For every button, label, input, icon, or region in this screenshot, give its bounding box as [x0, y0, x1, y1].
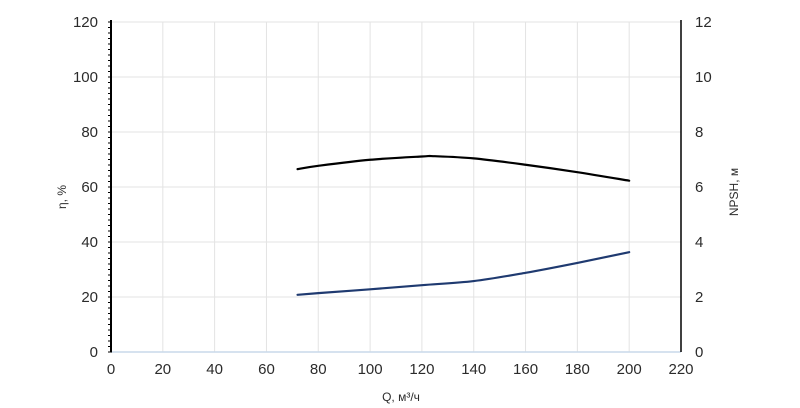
x-tick-label: 120	[409, 361, 434, 378]
x-tick-label: 80	[310, 361, 327, 378]
series-layer	[296, 154, 631, 296]
series-npsh-line	[296, 251, 631, 296]
x-tick-label: 200	[617, 361, 642, 378]
axes	[108, 20, 682, 353]
series-efficiency-line	[296, 154, 631, 182]
y2-tick-label: 0	[695, 344, 703, 361]
x-tick-label: 220	[668, 361, 693, 378]
y2-axis-title: NPSH, м	[727, 168, 741, 216]
x-tick-label: 60	[258, 361, 275, 378]
x-tick-label: 100	[358, 361, 383, 378]
y2-tick-label: 8	[695, 124, 703, 141]
y-tick-label: 100	[73, 69, 98, 86]
x-tick-label: 20	[154, 361, 171, 378]
y2-tick-label: 4	[695, 234, 703, 251]
y2-tick-label: 12	[695, 14, 712, 31]
tick-labels: 0 20 40 60 80 100 120 140 160 180 200 2200204060801…	[73, 14, 712, 378]
y-tick-label: 0	[90, 344, 98, 361]
y-axis-title: η, %	[55, 185, 69, 209]
y-tick-label: 60	[81, 179, 98, 196]
y-tick-label: 40	[81, 234, 98, 251]
x-tick-label: 0	[107, 361, 115, 378]
y-tick-label: 120	[73, 14, 98, 31]
grid	[110, 21, 682, 353]
x-tick-label: 140	[461, 361, 486, 378]
y-tick-label: 20	[81, 289, 98, 306]
y2-tick-label: 6	[695, 179, 703, 196]
x-tick-label: 160	[513, 361, 538, 378]
y-tick-label: 80	[81, 124, 98, 141]
x-axis-title: Q, м³/ч	[382, 390, 420, 404]
x-tick-label: 40	[206, 361, 223, 378]
x-tick-label: 180	[565, 361, 590, 378]
y2-tick-label: 2	[695, 289, 703, 306]
y2-tick-label: 10	[695, 69, 712, 86]
